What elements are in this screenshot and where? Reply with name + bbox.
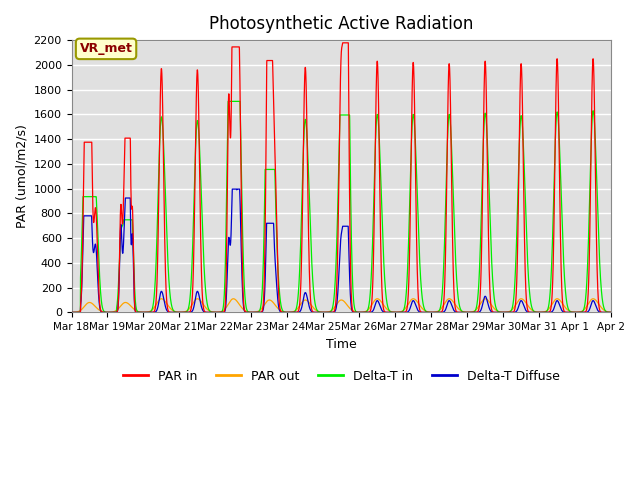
X-axis label: Time: Time xyxy=(326,337,356,351)
Text: VR_met: VR_met xyxy=(79,42,132,55)
Title: Photosynthetic Active Radiation: Photosynthetic Active Radiation xyxy=(209,15,474,33)
Y-axis label: PAR (umol/m2/s): PAR (umol/m2/s) xyxy=(15,124,28,228)
Legend: PAR in, PAR out, Delta-T in, Delta-T Diffuse: PAR in, PAR out, Delta-T in, Delta-T Dif… xyxy=(118,365,564,388)
